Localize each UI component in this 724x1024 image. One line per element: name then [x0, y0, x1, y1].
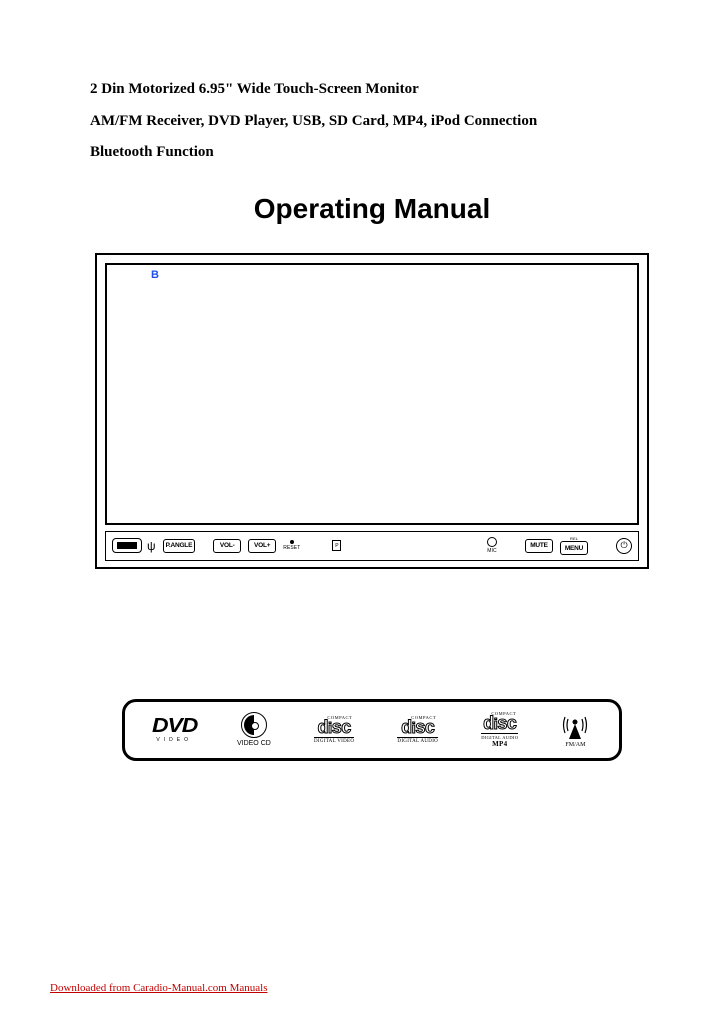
dvd-sub-text: VIDEO — [156, 737, 192, 743]
cd3-mp4-label: MP4 — [492, 740, 507, 748]
menu-group: REL MENU — [560, 536, 588, 555]
reset-hole-icon — [290, 540, 294, 544]
power-button-icon: ⏻ — [616, 538, 632, 554]
document-title: Operating Manual — [90, 193, 654, 225]
device-illustration: B ψ P.ANGLE VOL- VOL+ RESET P MIC — [95, 253, 649, 569]
mic-hole-icon — [487, 537, 497, 547]
vol-plus-button: VOL+ — [248, 539, 276, 553]
bluetooth-icon: B — [151, 269, 159, 281]
antenna-icon — [561, 711, 589, 741]
p-indicator: P — [332, 540, 341, 551]
usb-port-icon — [112, 538, 142, 553]
desc-line-3: Bluetooth Function — [90, 143, 654, 163]
mic-label: MIC — [487, 548, 496, 554]
fmam-label: FM/AM — [565, 742, 585, 748]
menu-button: MENU — [560, 541, 588, 555]
product-description: 2 Din Motorized 6.95" Wide Touch-Screen … — [90, 80, 654, 163]
cd1-disc-word: disc — [318, 719, 351, 736]
mic-group: MIC — [487, 537, 497, 554]
vol-minus-button: VOL- — [213, 539, 241, 553]
reset-label: RESET — [283, 545, 300, 551]
cd2-disc-word: disc — [401, 719, 434, 736]
videocd-badge: VIDEO CD — [237, 712, 271, 747]
footer-source-link[interactable]: Downloaded from Caradio-Manual.com Manua… — [50, 982, 268, 994]
pangle-button: P.ANGLE — [163, 539, 196, 553]
mute-button: MUTE — [525, 539, 553, 553]
device-control-panel: ψ P.ANGLE VOL- VOL+ RESET P MIC MUTE — [105, 531, 639, 561]
cd-digital-video-badge: COMPACT disc DIGITAL VIDEO — [314, 715, 354, 744]
desc-line-2: AM/FM Receiver, DVD Player, USB, SD Card… — [90, 112, 654, 132]
format-badges-strip: DVD VIDEO VIDEO CD COMPACT disc DIGITAL … — [122, 699, 622, 761]
cd-mp4-badge: COMPACT disc DIGITAL AUDIO MP4 — [481, 711, 518, 748]
usb-symbol-icon: ψ — [147, 539, 156, 553]
desc-line-1: 2 Din Motorized 6.95" Wide Touch-Screen … — [90, 80, 654, 100]
cd-digital-audio-badge: COMPACT disc DIGITAL AUDIO — [397, 715, 438, 744]
cd1-bottom-label: DIGITAL VIDEO — [314, 739, 354, 744]
cd2-bottom-label: DIGITAL AUDIO — [397, 739, 438, 744]
videocd-disc-icon — [241, 712, 267, 738]
dvd-logo-text: DVD — [152, 717, 197, 735]
device-screen: B — [105, 263, 639, 525]
fmam-badge: FM/AM — [561, 711, 589, 748]
reset-button-group: RESET — [283, 540, 300, 551]
videocd-label: VIDEO CD — [237, 740, 271, 747]
cd3-disc-word: disc — [483, 715, 516, 732]
dvd-badge: DVD VIDEO — [155, 717, 194, 743]
